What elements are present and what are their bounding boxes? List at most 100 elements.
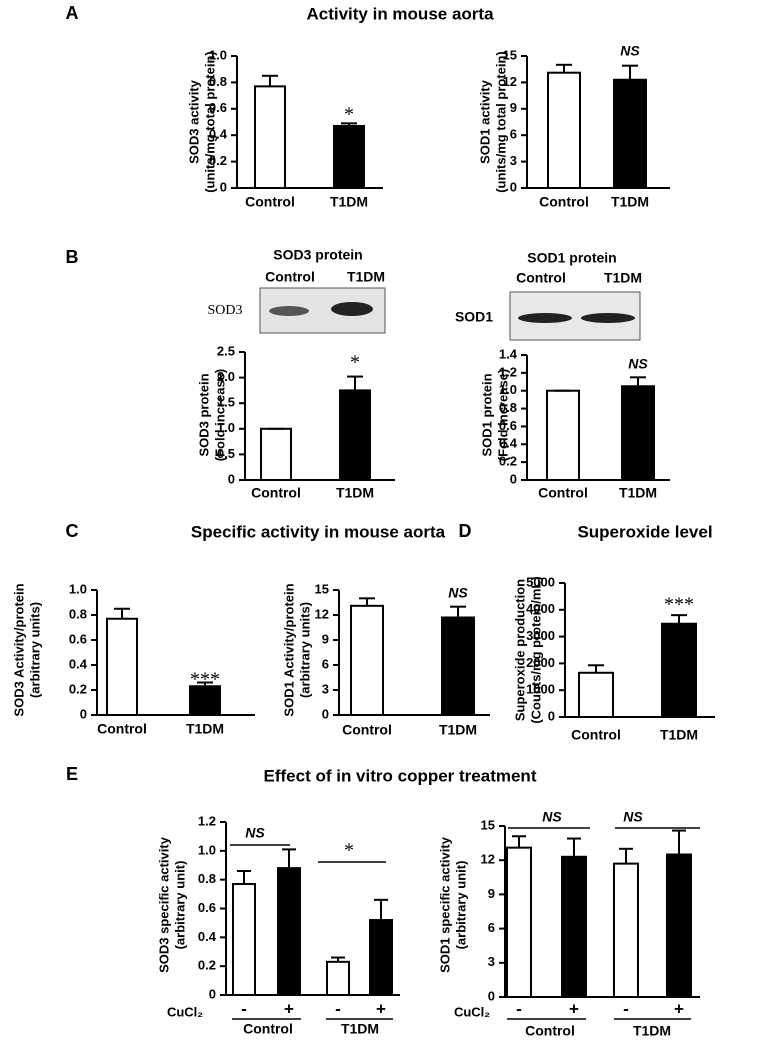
annotation: * bbox=[350, 352, 360, 374]
y-tick-label: 0.8 bbox=[69, 606, 87, 621]
annotation: NS bbox=[623, 809, 643, 825]
y-axis-label: (arbitrary units) bbox=[27, 602, 42, 698]
bar bbox=[621, 385, 655, 481]
y-tick-label: 1.0 bbox=[499, 382, 517, 397]
bar bbox=[254, 85, 286, 189]
x-tick-label: Control bbox=[538, 485, 588, 501]
bar bbox=[546, 389, 580, 482]
panel-title: Effect of in vitro copper treatment bbox=[264, 766, 537, 785]
y-tick-label: 0.2 bbox=[69, 681, 87, 696]
error-bar bbox=[619, 847, 633, 864]
x-tick-label: Control bbox=[251, 485, 301, 501]
y-tick-label: 1.0 bbox=[217, 420, 235, 435]
lane-label: Control bbox=[516, 270, 566, 286]
bar bbox=[350, 604, 384, 716]
y-axis-label: SOD3 specific activity bbox=[156, 836, 171, 973]
condition-label: + bbox=[674, 999, 684, 1018]
y-axis-label: (Counts/mg protein/mL) bbox=[528, 576, 543, 723]
bar bbox=[232, 882, 256, 996]
y-tick-label: 9 bbox=[510, 100, 517, 115]
x-tick-label: Control bbox=[245, 194, 295, 210]
y-tick-label: 1.0 bbox=[209, 47, 227, 62]
panel-label: A bbox=[66, 3, 79, 23]
y-axis-label: SOD1 protein bbox=[479, 373, 494, 456]
y-tick-label: 0.2 bbox=[499, 454, 517, 469]
y-axis-label: SOD3 Activity/protein bbox=[11, 583, 26, 716]
y-tick-label: 1.2 bbox=[198, 813, 216, 828]
y-tick-label: 3 bbox=[322, 681, 329, 696]
y-axis-label: SOD3 activity bbox=[186, 79, 201, 164]
band bbox=[518, 313, 572, 323]
y-tick-label: 0.4 bbox=[198, 929, 217, 944]
y-tick-label: 0.4 bbox=[209, 127, 228, 142]
y-tick-label: 1.0 bbox=[198, 842, 216, 857]
y-tick-label: 0.6 bbox=[198, 900, 216, 915]
y-tick-label: 0 bbox=[228, 471, 235, 486]
band bbox=[331, 302, 373, 316]
bar bbox=[333, 124, 365, 189]
panel-title: Activity in mouse aorta bbox=[306, 4, 494, 23]
error-bar bbox=[671, 614, 687, 624]
y-tick-label: 3 bbox=[510, 153, 517, 168]
y-tick-label: 0 bbox=[548, 708, 555, 723]
error-bar bbox=[197, 681, 213, 687]
y-tick-label: 6 bbox=[488, 920, 495, 935]
error-bar bbox=[512, 835, 526, 848]
y-tick-label: 3000 bbox=[526, 628, 555, 643]
y-tick-label: 0.8 bbox=[209, 74, 227, 89]
y-tick-label: 1.2 bbox=[499, 364, 517, 379]
bar bbox=[339, 389, 371, 481]
y-tick-label: 0.6 bbox=[69, 631, 87, 646]
x-tick-label: Control bbox=[539, 194, 589, 210]
annotation: NS bbox=[448, 585, 468, 601]
y-tick-label: 0 bbox=[488, 988, 495, 1003]
x-tick-label: Control bbox=[342, 722, 392, 738]
y-tick-label: 4000 bbox=[526, 601, 555, 616]
y-tick-label: 12 bbox=[481, 852, 495, 867]
error-bar bbox=[567, 837, 581, 857]
y-tick-label: 6 bbox=[322, 656, 329, 671]
annotation: *** bbox=[190, 669, 220, 691]
y-tick-label: 9 bbox=[322, 631, 329, 646]
y-tick-label: 0 bbox=[220, 179, 227, 194]
y-tick-label: 0 bbox=[322, 706, 329, 721]
panel-label: C bbox=[66, 521, 79, 541]
y-tick-label: 0.2 bbox=[209, 153, 227, 168]
bar bbox=[547, 71, 581, 189]
error-bar bbox=[556, 63, 572, 73]
y-tick-label: 3 bbox=[488, 954, 495, 969]
annotation: NS bbox=[628, 356, 648, 372]
condition-label: - bbox=[516, 999, 522, 1018]
error-bar bbox=[630, 376, 646, 387]
band bbox=[269, 306, 309, 316]
lane-label: T1DM bbox=[604, 270, 642, 286]
x-tick-label: T1DM bbox=[336, 485, 374, 501]
blot-title: SOD1 protein bbox=[527, 250, 616, 266]
y-tick-label: 6 bbox=[510, 127, 517, 142]
y-tick-label: 0 bbox=[510, 471, 517, 486]
annotation: * bbox=[344, 104, 354, 126]
x-tick-label: Control bbox=[571, 727, 621, 743]
x-axis-label: CuCl₂ bbox=[167, 1004, 203, 1019]
panel-label: D bbox=[459, 521, 472, 541]
y-axis-label: (arbitrary unit) bbox=[453, 861, 468, 950]
y-tick-label: 0 bbox=[510, 179, 517, 194]
y-axis-label: (Fold increase) bbox=[495, 369, 510, 461]
condition-label: - bbox=[623, 999, 629, 1018]
y-tick-label: 0 bbox=[209, 986, 216, 1001]
y-axis-label: SOD1 Activity/protein bbox=[281, 583, 296, 716]
bar bbox=[369, 919, 393, 996]
y-tick-label: 0.4 bbox=[499, 436, 518, 451]
y-axis-label: SOD1 specific activity bbox=[437, 836, 452, 973]
y-tick-label: 15 bbox=[481, 817, 495, 832]
y-axis-label: (arbitrary unit) bbox=[172, 861, 187, 950]
x-tick-label: T1DM bbox=[330, 194, 368, 210]
x-tick-label: T1DM bbox=[439, 722, 477, 738]
y-tick-label: 5000 bbox=[526, 574, 555, 589]
x-tick-label: T1DM bbox=[341, 1021, 379, 1037]
error-bar bbox=[282, 848, 296, 869]
row-label: SOD3 bbox=[207, 303, 242, 318]
x-tick-label: Control bbox=[243, 1021, 293, 1037]
bar bbox=[326, 960, 350, 997]
